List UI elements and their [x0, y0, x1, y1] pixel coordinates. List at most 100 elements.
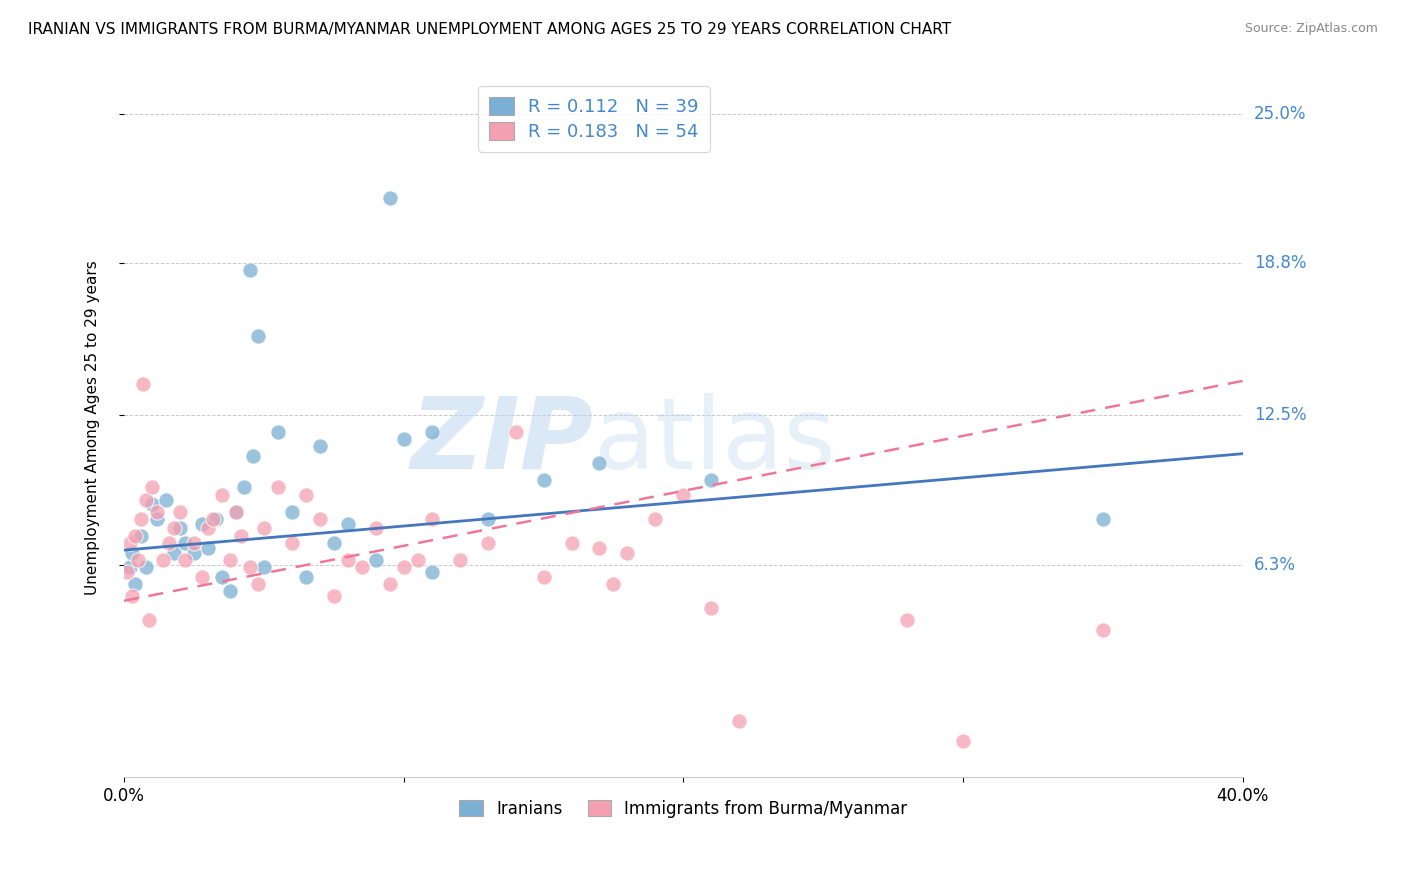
- Point: [1092, 623, 1115, 637]
- Point: [197, 521, 219, 535]
- Point: [202, 512, 225, 526]
- Text: IRANIAN VS IMMIGRANTS FROM BURMA/MYANMAR UNEMPLOYMENT AMONG AGES 25 TO 29 YEARS : IRANIAN VS IMMIGRANTS FROM BURMA/MYANMAR…: [28, 22, 952, 37]
- Point: [239, 560, 262, 574]
- Point: [169, 505, 191, 519]
- Point: [247, 328, 270, 343]
- Point: [588, 541, 610, 555]
- Point: [267, 425, 290, 439]
- Y-axis label: Unemployment Among Ages 25 to 29 years: Unemployment Among Ages 25 to 29 years: [86, 260, 100, 595]
- Point: [118, 560, 141, 574]
- Point: [155, 492, 177, 507]
- Legend: Iranians, Immigrants from Burma/Myanmar: Iranians, Immigrants from Burma/Myanmar: [453, 793, 914, 824]
- Point: [118, 536, 141, 550]
- Point: [183, 545, 205, 559]
- Point: [129, 529, 152, 543]
- Point: [533, 570, 555, 584]
- Point: [616, 545, 638, 559]
- Text: Source: ZipAtlas.com: Source: ZipAtlas.com: [1244, 22, 1378, 36]
- Point: [505, 425, 527, 439]
- Point: [205, 512, 228, 526]
- Text: atlas: atlas: [593, 392, 835, 490]
- Point: [247, 577, 270, 591]
- Point: [420, 565, 443, 579]
- Point: [700, 601, 723, 615]
- Text: 6.3%: 6.3%: [1254, 556, 1296, 574]
- Point: [294, 488, 316, 502]
- Point: [135, 560, 157, 574]
- Point: [219, 553, 242, 567]
- Point: [211, 570, 233, 584]
- Point: [392, 432, 415, 446]
- Point: [225, 505, 247, 519]
- Point: [191, 516, 214, 531]
- Point: [169, 521, 191, 535]
- Point: [281, 505, 304, 519]
- Point: [602, 577, 624, 591]
- Point: [115, 565, 138, 579]
- Point: [294, 570, 316, 584]
- Point: [350, 560, 373, 574]
- Point: [308, 512, 330, 526]
- Point: [588, 456, 610, 470]
- Point: [225, 505, 247, 519]
- Point: [233, 480, 256, 494]
- Point: [477, 512, 499, 526]
- Point: [1092, 512, 1115, 526]
- Point: [281, 536, 304, 550]
- Point: [127, 553, 149, 567]
- Text: 18.8%: 18.8%: [1254, 254, 1306, 272]
- Point: [322, 536, 344, 550]
- Point: [152, 553, 174, 567]
- Point: [174, 536, 197, 550]
- Point: [952, 733, 974, 747]
- Point: [378, 577, 401, 591]
- Point: [141, 497, 163, 511]
- Point: [392, 560, 415, 574]
- Point: [533, 473, 555, 487]
- Point: [672, 488, 695, 502]
- Point: [308, 440, 330, 454]
- Point: [163, 545, 186, 559]
- Point: [253, 521, 276, 535]
- Point: [124, 529, 146, 543]
- Point: [420, 425, 443, 439]
- Point: [163, 521, 186, 535]
- Point: [364, 521, 387, 535]
- Text: 12.5%: 12.5%: [1254, 406, 1306, 424]
- Point: [129, 512, 152, 526]
- Point: [231, 529, 253, 543]
- Point: [132, 376, 155, 391]
- Point: [267, 480, 290, 494]
- Point: [135, 492, 157, 507]
- Point: [242, 449, 264, 463]
- Text: 25.0%: 25.0%: [1254, 104, 1306, 122]
- Point: [406, 553, 429, 567]
- Point: [141, 480, 163, 494]
- Point: [336, 553, 359, 567]
- Text: ZIP: ZIP: [411, 392, 593, 490]
- Point: [728, 714, 751, 729]
- Point: [364, 553, 387, 567]
- Point: [124, 577, 146, 591]
- Point: [191, 570, 214, 584]
- Point: [378, 191, 401, 205]
- Point: [420, 512, 443, 526]
- Point: [211, 488, 233, 502]
- Point: [253, 560, 276, 574]
- Point: [183, 536, 205, 550]
- Point: [239, 263, 262, 277]
- Point: [449, 553, 471, 567]
- Point: [644, 512, 666, 526]
- Point: [336, 516, 359, 531]
- Point: [477, 536, 499, 550]
- Point: [560, 536, 582, 550]
- Point: [121, 589, 143, 603]
- Point: [700, 473, 723, 487]
- Point: [174, 553, 197, 567]
- Point: [121, 545, 143, 559]
- Point: [896, 613, 918, 627]
- Point: [219, 584, 242, 599]
- Point: [146, 512, 169, 526]
- Point: [138, 613, 160, 627]
- Point: [322, 589, 344, 603]
